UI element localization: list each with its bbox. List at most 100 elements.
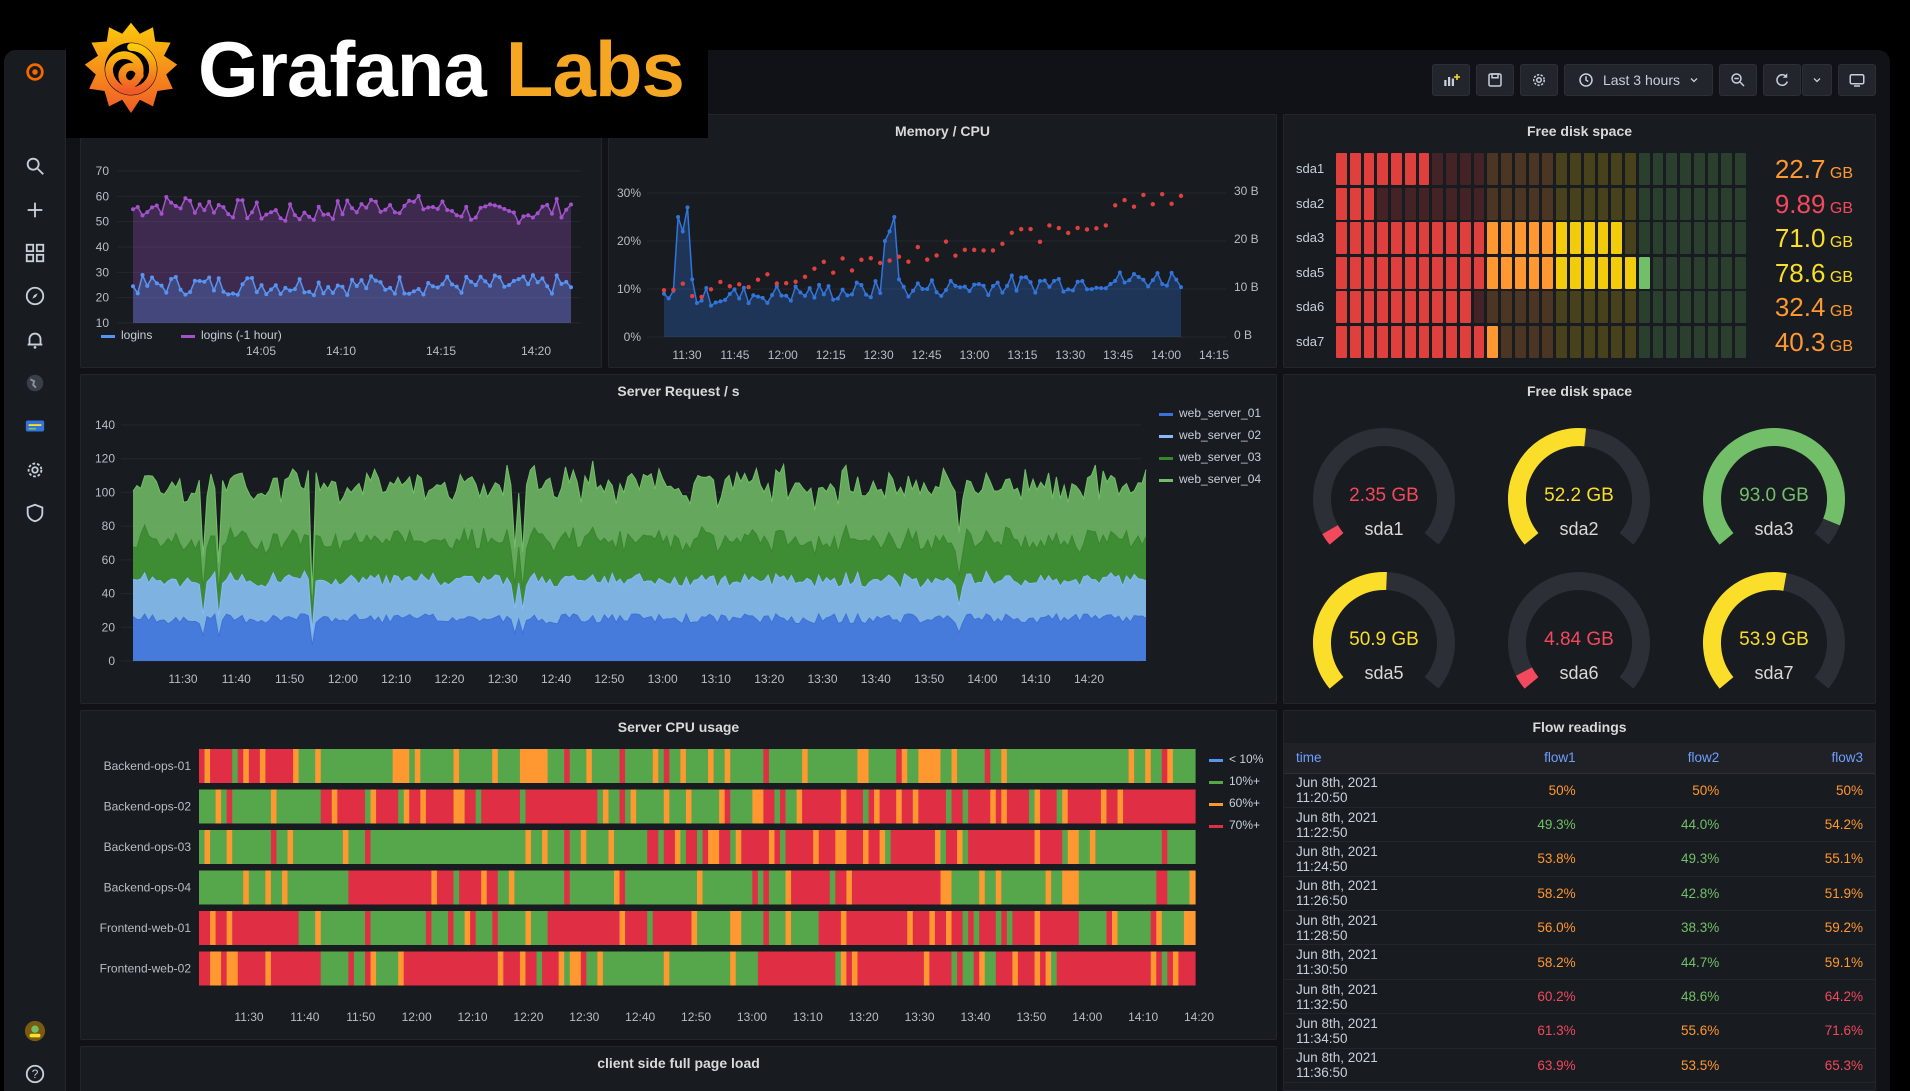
heatmap-cell: [752, 749, 759, 783]
heatmap-cell: [547, 911, 554, 945]
plugin-app-icon[interactable]: [23, 414, 47, 438]
heatmap-cell: [331, 911, 338, 945]
gear-icon[interactable]: [23, 458, 47, 482]
heatmap-cell: [569, 789, 576, 824]
flow-readings-panel[interactable]: Flow readings time flow1 flow2 flow3 Jun 8t…: [1283, 710, 1876, 1091]
heatmap-cell: [907, 789, 914, 824]
gauge-value: 4.84 GB: [1544, 629, 1614, 650]
refresh-interval-dropdown[interactable]: [1802, 64, 1832, 96]
column-header-time[interactable]: time: [1284, 743, 1444, 774]
heatmap-cell: [1017, 951, 1025, 986]
alerting-icon[interactable]: [23, 328, 47, 352]
heatmap-cell: [558, 789, 565, 824]
heatmap-cell: [381, 870, 388, 905]
heatmap-cell: [912, 870, 919, 905]
free-disk-space-bargauge-panel[interactable]: Free disk space sda1 22.7 GB sda2 9.89 GB sd…: [1283, 114, 1876, 368]
refresh-button[interactable]: [1763, 64, 1801, 96]
legend-label: memory: [1215, 364, 1258, 368]
heatmap-cell: [746, 830, 753, 864]
heatmap-cell: [315, 870, 322, 905]
heatmap-cell: [425, 789, 432, 824]
heatmap-cell: [746, 911, 753, 945]
plus-icon[interactable]: [23, 198, 47, 222]
bargauge-cell: [1625, 153, 1636, 185]
heatmap-cell: [287, 749, 294, 783]
heatmap-cell: [508, 830, 515, 864]
server-requests-panel[interactable]: Server Request / s 0 20 40 60 80 100 120 140 11:…: [80, 374, 1277, 704]
explore-icon[interactable]: [23, 284, 47, 308]
column-header-flow2[interactable]: flow2: [1587, 743, 1732, 774]
server-cpu-usage-panel[interactable]: Server CPU usage Backend-ops-01 Backend-o…: [80, 710, 1277, 1040]
heatmap-cell: [713, 749, 720, 783]
free-disk-space-gauges-panel[interactable]: Free disk space 2.35 GB sda1 52.2 GB sda2 93…: [1283, 374, 1876, 704]
column-header-flow3[interactable]: flow3: [1731, 743, 1875, 774]
heatmap-cell: [376, 911, 383, 945]
heatmap-cell: [851, 830, 859, 864]
page-load-panel[interactable]: client side full page load: [80, 1046, 1277, 1091]
heatmap-cell: [1012, 870, 1019, 905]
heatmap-cell: [1123, 789, 1130, 824]
heatmap-cell: [514, 870, 521, 905]
logins-panel[interactable]: 10 20 30 40 50 60 70 14:05 14:10 14:15 14:20 logins…: [80, 114, 602, 368]
zoom-out-button[interactable]: [1719, 64, 1757, 96]
dashboards-icon[interactable]: [23, 241, 47, 265]
heatmap-cell: [392, 789, 399, 824]
heatmap-cell: [796, 830, 803, 864]
heatmap-cell: [1084, 830, 1091, 864]
bargauge-cell: [1652, 222, 1664, 254]
bargauge-cell: [1680, 256, 1691, 289]
heatmap-cell: [1189, 870, 1196, 905]
bargauge-cell: [1336, 187, 1347, 220]
search-icon[interactable]: [23, 154, 47, 178]
series-line: [132, 523, 1147, 614]
heatmap-cell: [1045, 951, 1052, 986]
heatmap-cell: [785, 870, 792, 905]
heatmap-cell: [818, 870, 825, 905]
data-point: [264, 292, 269, 297]
x-tick-label: 13:10: [793, 1010, 823, 1024]
memory-point: [840, 287, 845, 292]
bargauge-cell: [1432, 325, 1444, 358]
heatmap-cell: [265, 951, 272, 986]
dashboard-settings-button[interactable]: [1519, 64, 1558, 96]
series-area: [133, 613, 1146, 661]
globe-icon[interactable]: [23, 371, 47, 395]
gauge-sda7: 53.9 GB sda7: [1689, 563, 1859, 703]
save-dashboard-button[interactable]: [1475, 64, 1514, 96]
data-point: [397, 211, 402, 216]
column-header-flow1[interactable]: flow1: [1444, 743, 1588, 774]
bargauge-cell: [1721, 222, 1733, 254]
heatmap-cell: [879, 870, 886, 905]
heatmap-cell: [1172, 789, 1179, 824]
data-point: [383, 287, 388, 292]
heatmap-cell: [320, 911, 327, 945]
time-range-picker[interactable]: Last 3 hours: [1563, 64, 1713, 96]
heatmap-cell: [320, 749, 327, 783]
bargauge-label: sda1: [1296, 161, 1325, 176]
heatmap-cell: [995, 789, 1002, 824]
heatmap-cell: [741, 951, 748, 986]
legend-label: web_server_01: [1178, 406, 1261, 420]
heatmap-cell: [215, 951, 222, 986]
memory-point: [709, 303, 713, 308]
help-icon[interactable]: ?: [23, 1062, 47, 1086]
heatmap-cell: [608, 911, 615, 945]
x-tick-label: 13:20: [754, 672, 784, 686]
add-panel-button[interactable]: [1431, 64, 1470, 96]
heatmap-cell: [1040, 870, 1047, 905]
cpu-point: [812, 266, 817, 271]
heatmap-cell: [453, 830, 460, 864]
bargauge-cell: [1570, 256, 1581, 289]
tv-mode-button[interactable]: [1838, 64, 1876, 96]
data-point: [145, 283, 150, 288]
heatmap-cell: [1023, 749, 1030, 783]
bargauge-cell: [1377, 291, 1389, 323]
heatmap-cell: [442, 789, 449, 824]
cpu-point: [953, 253, 958, 258]
grafana-logo-icon[interactable]: [23, 60, 47, 84]
heatmap-cell: [542, 749, 549, 783]
heatmap-cell: [293, 870, 300, 905]
shield-icon[interactable]: [23, 501, 47, 525]
user-avatar-icon[interactable]: [23, 1019, 47, 1043]
